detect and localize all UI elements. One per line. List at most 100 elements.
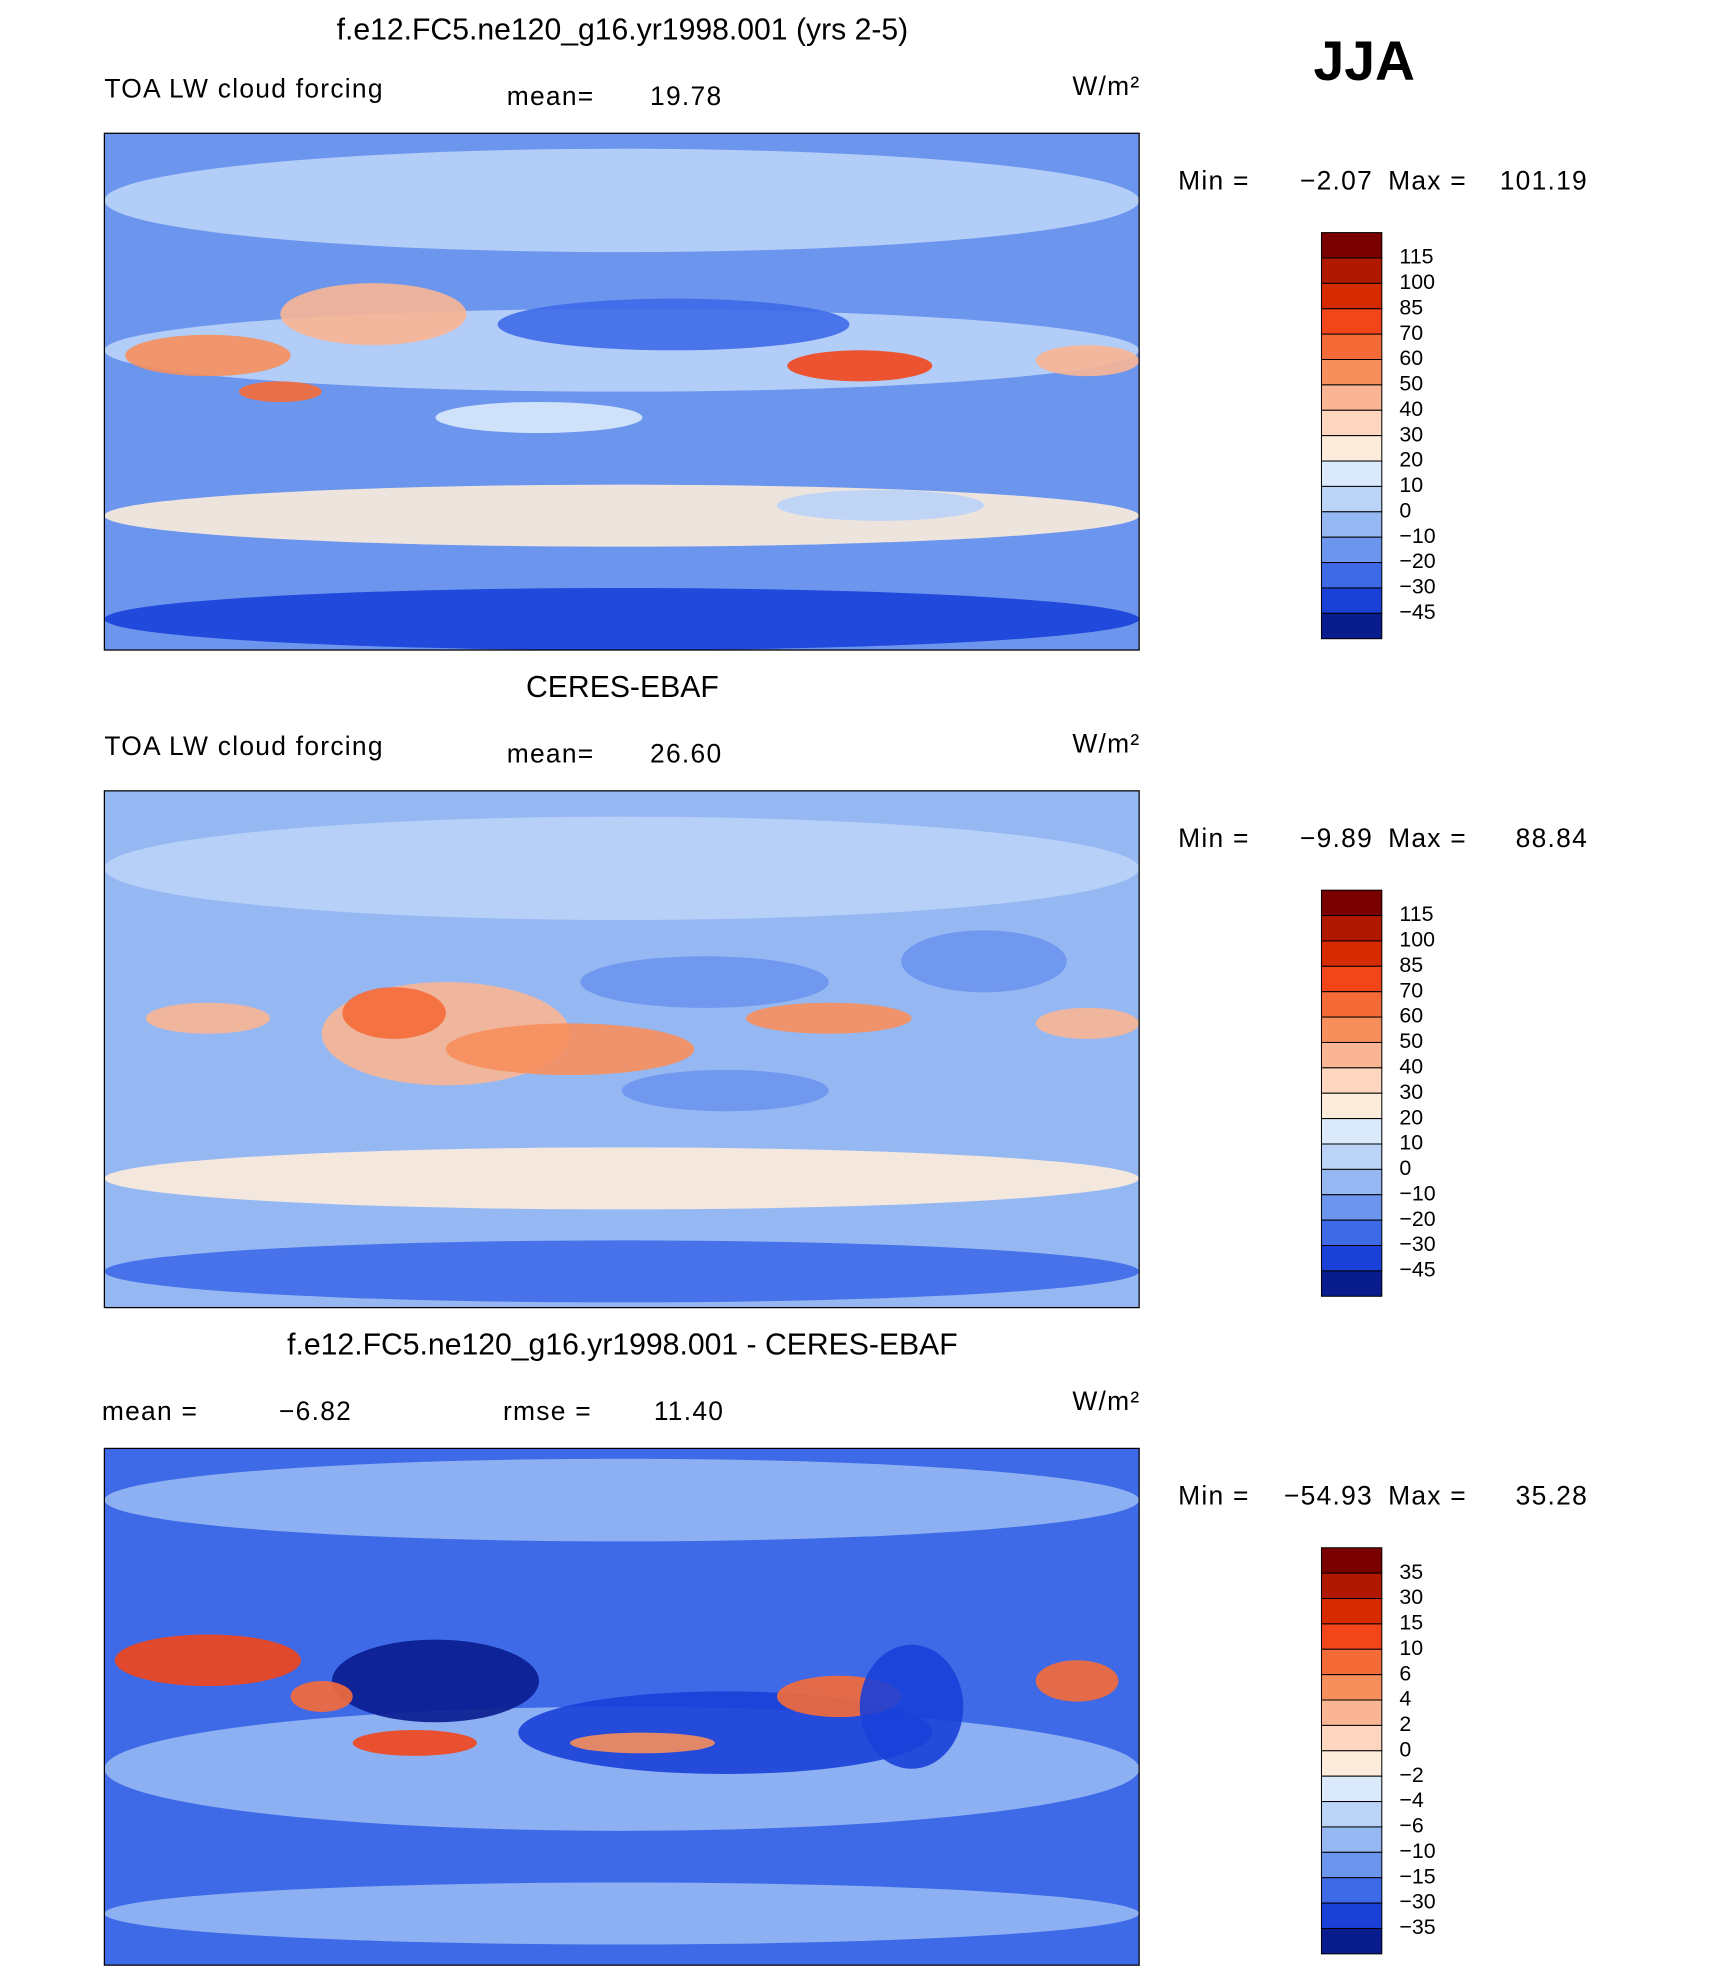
max-label: Max = bbox=[1388, 1480, 1467, 1510]
colorbar-label: 60 bbox=[1399, 1004, 1423, 1028]
colorbar-swatch bbox=[1320, 940, 1383, 967]
colorbar-label: 40 bbox=[1399, 397, 1423, 421]
colorbar-label: 0 bbox=[1399, 498, 1411, 522]
field-contour bbox=[104, 1147, 1140, 1210]
field-contour bbox=[859, 1644, 964, 1769]
colorbar-label: 10 bbox=[1399, 1131, 1423, 1155]
field-contour bbox=[1035, 345, 1140, 377]
colorbar-label: −35 bbox=[1399, 1915, 1435, 1939]
colorbar-swatch bbox=[1320, 536, 1383, 564]
colorbar-swatch bbox=[1320, 1724, 1383, 1752]
colorbar-swatch bbox=[1320, 1775, 1383, 1803]
colorbar-label: 100 bbox=[1399, 928, 1435, 952]
panel-title: f.e12.FC5.ne120_g16.yr1998.001 - CERES-E… bbox=[287, 1329, 958, 1362]
colorbar-label: 60 bbox=[1399, 346, 1423, 370]
colorbar-swatch bbox=[1320, 562, 1383, 589]
max-value: 35.28 bbox=[1516, 1480, 1588, 1510]
colorbar-label: −20 bbox=[1399, 1207, 1435, 1231]
colorbar-label: 30 bbox=[1399, 1080, 1423, 1104]
colorbar-swatch bbox=[1320, 1699, 1383, 1726]
colorbar-swatch bbox=[1320, 965, 1383, 993]
units: W/m² bbox=[1072, 1386, 1140, 1416]
colorbar-label: 0 bbox=[1399, 1737, 1411, 1761]
colorbar-swatch bbox=[1320, 282, 1383, 310]
colorbar-label: 10 bbox=[1399, 473, 1423, 497]
colorbar-swatch bbox=[1320, 409, 1383, 437]
colorbar-label: 20 bbox=[1399, 448, 1423, 472]
field-contour bbox=[776, 489, 984, 521]
stat-label: mean= bbox=[507, 81, 595, 111]
units: W/m² bbox=[1072, 729, 1140, 759]
colorbar-swatch bbox=[1320, 1598, 1383, 1625]
colorbar-swatch bbox=[1320, 1851, 1383, 1879]
colorbar-label: −10 bbox=[1399, 1181, 1435, 1205]
colorbar-swatch bbox=[1320, 915, 1383, 942]
colorbar-swatch bbox=[1320, 1674, 1383, 1701]
field-contour bbox=[104, 1240, 1140, 1303]
colorbar-swatch bbox=[1320, 1245, 1383, 1272]
field-contour bbox=[580, 956, 829, 1008]
colorbar-label: −45 bbox=[1399, 1258, 1435, 1282]
colorbar-label: −30 bbox=[1399, 1232, 1435, 1256]
colorbar-label: −30 bbox=[1399, 1890, 1435, 1914]
colorbar-label: 100 bbox=[1399, 270, 1435, 294]
colorbar-label: 30 bbox=[1399, 422, 1423, 446]
colorbar-swatch bbox=[1320, 1801, 1383, 1828]
map-field bbox=[104, 133, 1140, 651]
colorbar-swatch bbox=[1320, 1270, 1383, 1297]
colorbar-swatch bbox=[1320, 1572, 1383, 1600]
field-contour bbox=[1035, 1007, 1140, 1039]
field-contour bbox=[332, 1639, 539, 1723]
field-contour bbox=[1035, 1660, 1119, 1702]
field-contour bbox=[497, 298, 850, 351]
min-label: Min = bbox=[1178, 165, 1250, 195]
colorbar-swatch bbox=[1320, 1219, 1383, 1247]
colorbar-label: 115 bbox=[1399, 245, 1433, 269]
colorbar-label: 15 bbox=[1399, 1611, 1423, 1635]
colorbar-swatch bbox=[1320, 359, 1383, 386]
map bbox=[103, 790, 1140, 1309]
colorbar-swatch bbox=[1320, 511, 1383, 538]
colorbar-swatch bbox=[1320, 1902, 1383, 1929]
colorbar-label: −20 bbox=[1399, 549, 1435, 573]
units: W/m² bbox=[1072, 71, 1140, 101]
map-frame bbox=[103, 1447, 1140, 1966]
colorbar-swatch bbox=[1320, 384, 1383, 411]
colorbar-swatch bbox=[1320, 1118, 1383, 1145]
field-contour bbox=[104, 816, 1140, 921]
colorbar-label: 0 bbox=[1399, 1156, 1411, 1180]
colorbar-label: 40 bbox=[1399, 1054, 1423, 1078]
colorbar-label: 6 bbox=[1399, 1661, 1411, 1685]
colorbar-swatch bbox=[1320, 257, 1383, 284]
stat-label: mean= bbox=[507, 739, 595, 769]
colorbar-swatch bbox=[1320, 1877, 1383, 1904]
colorbar-label: −2 bbox=[1399, 1763, 1423, 1787]
colorbar-swatch bbox=[1320, 1623, 1383, 1650]
field-contour bbox=[104, 484, 1140, 547]
colorbar-swatch bbox=[1320, 991, 1383, 1018]
colorbar-label: 115 bbox=[1399, 902, 1433, 926]
left-label: TOA LW cloud forcing bbox=[104, 731, 383, 761]
field-contour bbox=[621, 1069, 829, 1112]
stat-value: −6.82 bbox=[279, 1396, 352, 1426]
field-contour bbox=[104, 1458, 1140, 1542]
field-contour bbox=[238, 381, 322, 402]
map bbox=[103, 132, 1140, 651]
colorbar-swatch bbox=[1320, 1194, 1383, 1221]
colorbar-label: −4 bbox=[1399, 1788, 1423, 1812]
field-contour bbox=[787, 350, 933, 382]
colorbar-swatch bbox=[1320, 889, 1383, 917]
min-value: −2.07 bbox=[1300, 165, 1373, 195]
field-contour bbox=[104, 1882, 1140, 1945]
colorbar-label: −45 bbox=[1399, 600, 1435, 624]
stat-label: mean = bbox=[102, 1396, 198, 1426]
stat-value: 11.40 bbox=[654, 1396, 724, 1426]
colorbar-swatch bbox=[1320, 1143, 1383, 1170]
stat-value: 26.60 bbox=[650, 739, 722, 769]
colorbar-label: 85 bbox=[1399, 953, 1423, 977]
colorbar-label: 35 bbox=[1399, 1560, 1423, 1584]
map-frame bbox=[103, 790, 1140, 1309]
colorbar-label: −10 bbox=[1399, 524, 1435, 548]
stat-value: 19.78 bbox=[650, 81, 722, 111]
